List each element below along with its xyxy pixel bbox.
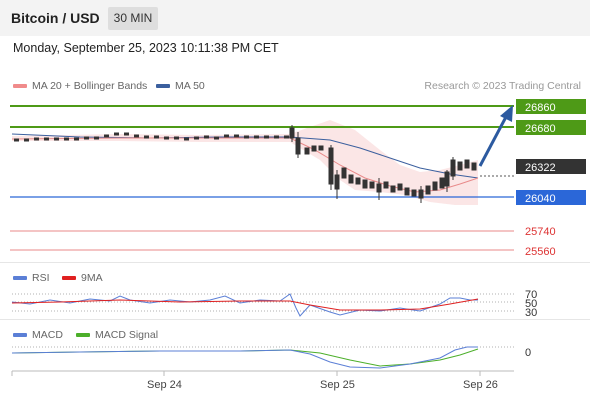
- legend-ma50-label: MA 50: [175, 80, 205, 92]
- legend-rsi: RSI: [13, 272, 50, 284]
- price-label-target-2-text: 26860: [525, 102, 556, 114]
- price-label-current-text: 26322: [525, 162, 556, 174]
- ma50-swatch: [156, 84, 170, 89]
- price-label-pivot: 26040: [516, 190, 586, 205]
- chart-header: Bitcoin / USD 30 MIN: [0, 0, 590, 36]
- rsi-swatch: [13, 276, 27, 281]
- panel-divider-rsi: [0, 262, 590, 263]
- rsi-9ma-line: [11, 298, 479, 311]
- legend-macd-signal: MACD Signal: [76, 329, 158, 341]
- x-axis: Sep 24 Sep 25 Sep 26: [11, 370, 514, 391]
- legend-ma50: MA 50: [156, 80, 205, 92]
- ma20-swatch: [13, 84, 27, 89]
- ma9-swatch: [62, 276, 76, 281]
- x-tick-sep26: Sep 26: [463, 379, 498, 391]
- legend-9ma: 9MA: [62, 272, 103, 284]
- price-label-pivot-text: 26040: [525, 193, 556, 205]
- instrument-title: Bitcoin / USD: [11, 10, 100, 26]
- legend-9ma-label: 9MA: [81, 272, 103, 284]
- legend-macd: MACD: [13, 329, 63, 341]
- legend-macd-signal-label: MACD Signal: [95, 329, 159, 341]
- macd-level-0: 0: [525, 347, 531, 359]
- macd-swatch: [13, 333, 27, 338]
- price-label-current: 26322: [516, 159, 586, 174]
- price-label-target-2: 26860: [516, 99, 586, 114]
- research-credit: Research © 2023 Trading Central: [424, 80, 581, 92]
- chart-timestamp: Monday, September 25, 2023 10:11:38 PM C…: [13, 41, 279, 55]
- timeframe-button[interactable]: 30 MIN: [108, 7, 158, 30]
- price-label-target-1-text: 26680: [525, 123, 556, 135]
- macd-signal-swatch: [76, 333, 90, 338]
- rsi-level-30: 30: [525, 307, 537, 319]
- price-label-target-1: 26680: [516, 120, 586, 135]
- rsi-panel: 70 50 30: [11, 289, 537, 319]
- legend-ma20: MA 20 + Bollinger Bands: [13, 80, 147, 92]
- legend-rsi-label: RSI: [32, 272, 50, 284]
- panel-divider-macd: [0, 319, 590, 320]
- rsi-level-50: 50: [525, 298, 537, 310]
- macd-panel: 0: [11, 346, 531, 369]
- x-tick-sep25: Sep 25: [320, 379, 355, 391]
- x-tick-sep24: Sep 24: [147, 379, 182, 391]
- legend-macd-label: MACD: [32, 329, 63, 341]
- price-label-support-2: 25560: [525, 246, 556, 258]
- macd-line: [11, 346, 478, 369]
- rsi-line: [11, 293, 478, 317]
- price-label-support-1: 25740: [525, 226, 556, 238]
- legend-ma20-label: MA 20 + Bollinger Bands: [32, 80, 148, 92]
- rsi-level-70: 70: [525, 289, 537, 301]
- forecast-arrow-head: [500, 105, 513, 122]
- bollinger-band-area: [12, 120, 478, 205]
- candles: [14, 125, 477, 203]
- forecast-arrow: [478, 114, 509, 167]
